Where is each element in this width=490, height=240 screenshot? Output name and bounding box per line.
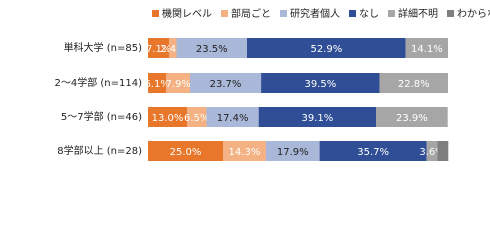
bar-segment	[148, 38, 170, 58]
category-label: 5〜7学部 (n=46)	[61, 110, 142, 123]
bar-segment	[176, 38, 247, 58]
value-label: 6.5%	[184, 113, 209, 124]
category-label: 2〜4学部 (n=114)	[54, 76, 142, 89]
legend-label: 部局ごと	[231, 7, 271, 20]
chart: 機関レベル 部局ごと 研究者個人 なし 詳細不明 わからない単科大学 (n=85)7.1%…	[54, 7, 490, 161]
bar-segment	[437, 141, 449, 161]
legend-label: 研究者個人	[290, 7, 340, 20]
bar-segment	[405, 38, 448, 58]
category-label: 8学部以上 (n=28)	[57, 144, 142, 157]
value-label: 23.5%	[196, 44, 228, 55]
legend-swatch	[152, 10, 159, 17]
bar-segment	[379, 73, 448, 93]
value-label: 22.8%	[398, 79, 430, 90]
value-label: 25.0%	[170, 147, 202, 158]
bar-segment	[190, 73, 262, 93]
value-label: 17.4%	[217, 113, 249, 124]
bar-segment	[148, 73, 167, 93]
bar-segment	[319, 141, 427, 161]
legend-swatch	[221, 10, 228, 17]
bar-segment	[247, 38, 406, 58]
legend-label: わからない	[457, 8, 490, 20]
value-label: 39.5%	[304, 79, 336, 90]
bar-segment	[166, 73, 190, 93]
legend-swatch	[349, 10, 356, 17]
legend-swatch	[388, 10, 395, 17]
legend-label: なし	[359, 8, 379, 20]
bar-segment	[148, 141, 223, 161]
value-label: 14.3%	[229, 147, 261, 158]
bar-segment	[376, 107, 448, 127]
value-label: 3.6%	[419, 147, 444, 158]
value-label: 52.9%	[310, 44, 342, 55]
value-label: 7.1%	[146, 44, 171, 55]
value-label: 17.9%	[277, 147, 309, 158]
value-label: 23.7%	[210, 79, 242, 90]
value-label: 35.7%	[357, 147, 389, 158]
bar-segment	[426, 141, 438, 161]
category-label: 単科大学 (n=85)	[64, 41, 143, 54]
value-label: 39.1%	[301, 113, 333, 124]
bar-segment	[169, 38, 177, 58]
bar-segment	[261, 73, 380, 93]
value-label: 7.9%	[165, 79, 190, 90]
value-label: 13.0%	[152, 113, 184, 124]
legend-label: 詳細不明	[398, 7, 438, 20]
value-label: 23.9%	[396, 113, 428, 124]
value-label: 14.1%	[411, 44, 443, 55]
legend-swatch	[280, 10, 287, 17]
bar-segment	[148, 107, 187, 127]
value-label: 2.4%	[160, 44, 185, 55]
bar-segment	[223, 141, 266, 161]
legend-swatch	[447, 10, 454, 17]
bar-segment	[258, 107, 376, 127]
bar-segment	[187, 107, 207, 127]
bar-segment	[206, 107, 259, 127]
bar-segment	[265, 141, 320, 161]
legend-label: 機関レベル	[162, 7, 212, 20]
value-label: 6.1%	[144, 79, 169, 90]
